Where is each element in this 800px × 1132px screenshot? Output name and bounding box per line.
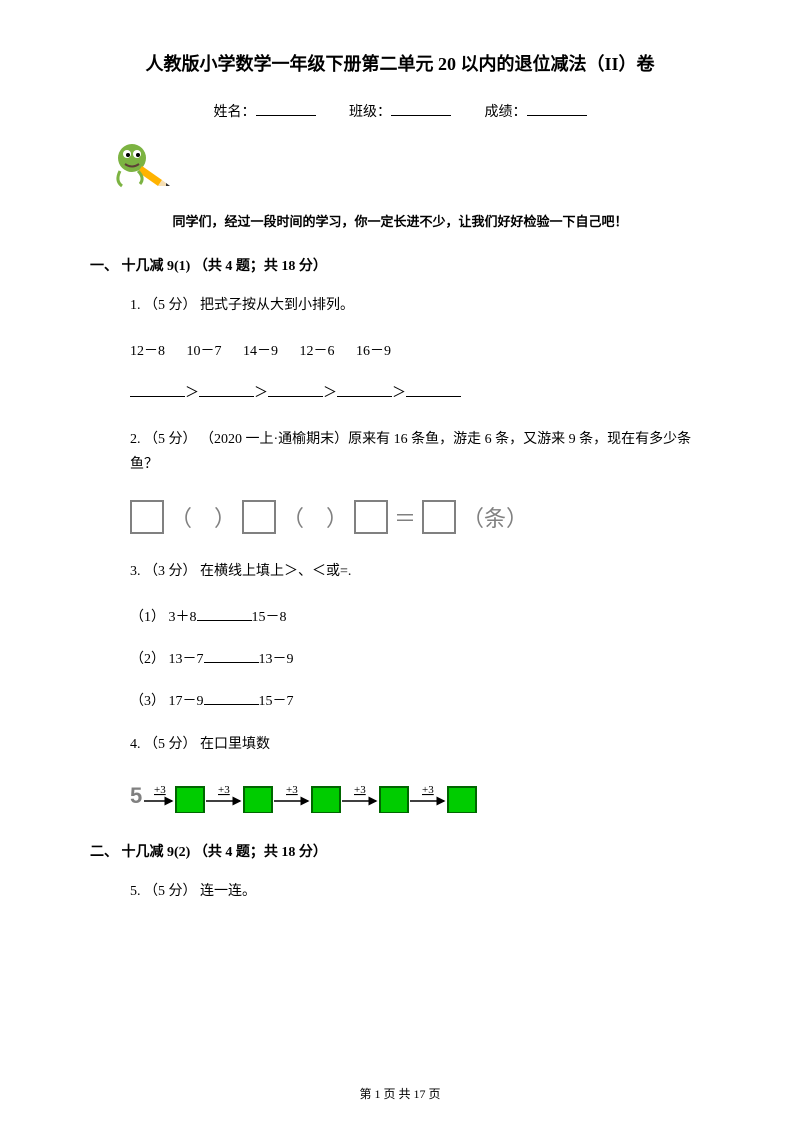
q3-sub3: （3） 17－9 15－7	[130, 690, 710, 710]
intro-text: 同学们，经过一段时间的学习，你一定长进不少，让我们好好检验一下自己吧！	[90, 211, 710, 230]
gt: ＞	[254, 386, 268, 401]
q4-text: 4. （5 分） 在口里填数	[130, 732, 710, 757]
eq-box	[242, 500, 276, 534]
svg-text:+3: +3	[354, 784, 366, 796]
q3-sub1: （1） 3＋8 15－8	[130, 606, 710, 626]
expr: 14－9	[243, 344, 278, 359]
paren: （ ）	[170, 501, 236, 533]
page-footer: 第 1 页 共 17 页	[0, 1085, 800, 1102]
gt: ＞	[392, 386, 406, 401]
svg-text:+3: +3	[154, 784, 166, 796]
svg-text:+3: +3	[218, 784, 230, 796]
chain-svg: +3 +3 +3 +3 +3	[144, 779, 494, 813]
q1-text: 1. （5 分） 把式子按从大到小排列。	[130, 293, 710, 318]
q1-expressions: 12－8 10－7 14－9 12－6 16－9	[130, 340, 710, 360]
class-blank	[391, 115, 451, 116]
blank	[130, 396, 185, 397]
eq-box	[130, 500, 164, 534]
svg-text:+3: +3	[286, 784, 298, 796]
q1-blanks: ＞ ＞ ＞ ＞	[130, 382, 710, 402]
paren: （ ）	[282, 501, 348, 533]
q3-text: 3. （3 分） 在横线上填上＞、＜或=.	[130, 559, 710, 584]
q4-chain: 5 +3 +3 +3 +3 +3	[130, 779, 710, 813]
name-label: 姓名：	[214, 105, 256, 120]
score-label: 成绩：	[485, 105, 527, 120]
pencil-icon	[110, 136, 710, 196]
info-line: 姓名： 班级： 成绩：	[90, 101, 710, 121]
section2-header: 二、 十几减 9(2) （共 4 题；共 18 分）	[90, 841, 710, 861]
q2-text: 2. （5 分） （2020 一上·通榆期末）原来有 16 条鱼，游走 6 条，…	[130, 427, 710, 477]
blank	[204, 662, 259, 663]
eq-box	[422, 500, 456, 534]
sub-a: （1） 3＋8	[130, 610, 197, 625]
sub-a: （3） 17－9	[130, 694, 204, 709]
gt: ＞	[185, 386, 199, 401]
blank	[337, 396, 392, 397]
blank	[406, 396, 461, 397]
expr: 12－8	[130, 344, 165, 359]
q2-equation: （ ） （ ） ＝ （条）	[130, 500, 710, 534]
blank	[268, 396, 323, 397]
name-blank	[256, 115, 316, 116]
blank	[197, 620, 252, 621]
unit: （条）	[462, 501, 528, 533]
expr: 16－9	[356, 344, 391, 359]
blank	[199, 396, 254, 397]
equals: ＝	[394, 501, 416, 533]
gt: ＞	[323, 386, 337, 401]
eq-box	[354, 500, 388, 534]
chain-start: 5	[130, 783, 142, 809]
blank	[204, 704, 259, 705]
section1-header: 一、 十几减 9(1) （共 4 题；共 18 分）	[90, 255, 710, 275]
sub-b: 13－9	[259, 652, 294, 667]
q5-text: 5. （5 分） 连一连。	[130, 879, 710, 904]
page-title: 人教版小学数学一年级下册第二单元 20 以内的退位减法（II）卷	[90, 50, 710, 76]
svg-text:+3: +3	[422, 784, 434, 796]
expr: 12－6	[300, 344, 335, 359]
sub-a: （2） 13－7	[130, 652, 204, 667]
q3-sub2: （2） 13－7 13－9	[130, 648, 710, 668]
class-label: 班级：	[349, 105, 391, 120]
sub-b: 15－7	[259, 694, 294, 709]
sub-b: 15－8	[252, 610, 287, 625]
expr: 10－7	[187, 344, 222, 359]
score-blank	[527, 115, 587, 116]
